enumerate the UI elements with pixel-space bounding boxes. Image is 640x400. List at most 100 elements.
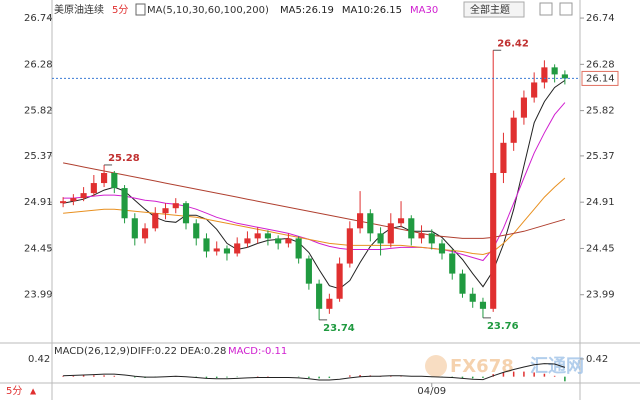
y-tick-label: 26.74 (586, 13, 615, 24)
candle-body (346, 228, 353, 264)
candle-body (561, 74, 568, 79)
candle-body (90, 183, 97, 194)
candle-body (264, 233, 271, 239)
candle-body (387, 223, 394, 244)
ma-line (63, 162, 566, 239)
candle-body (275, 238, 282, 244)
annotation: 26.42 (497, 38, 529, 49)
watermark-logo (425, 355, 447, 377)
candle-body (377, 233, 384, 244)
close-button[interactable] (559, 2, 573, 16)
candle-body (408, 218, 415, 239)
legend-entry: MA10:26.15 (342, 5, 402, 16)
annotation: 23.74 (323, 323, 355, 334)
y-tick-label: 24.45 (24, 243, 53, 254)
candle-body (428, 233, 435, 244)
candle-body (531, 82, 538, 98)
indicator: MA(5,10,30,60,100,200) (147, 5, 269, 16)
theme-button[interactable] (463, 1, 525, 18)
macd-tick-label: 0.42 (28, 354, 50, 365)
ma-line (63, 79, 566, 290)
candle-body (438, 243, 446, 254)
candle-body (490, 172, 497, 309)
candle-body (162, 208, 169, 214)
y-tick-label: 24.91 (24, 197, 53, 208)
candle-body (193, 223, 200, 239)
candle-body (397, 218, 405, 224)
last-price-box (581, 70, 619, 86)
candle-body (459, 273, 466, 294)
candle-body (80, 193, 87, 199)
y-tick-label: 23.99 (586, 290, 615, 301)
candle-body (244, 238, 251, 244)
candle-body (469, 293, 476, 302)
candle-body (254, 233, 261, 239)
watermark: 汇通网 (530, 356, 584, 377)
candle-body (141, 228, 149, 239)
candle-body (285, 238, 292, 244)
x-tick-label: 04/09 (417, 386, 446, 397)
y-tick-label: 24.45 (586, 243, 615, 254)
y-tick-label: 26.28 (586, 59, 615, 70)
legend-entry: MA30 (410, 5, 438, 16)
y-tick-label: 25.37 (586, 151, 615, 162)
candle-body (111, 172, 118, 189)
period-footer: 5分 (6, 385, 22, 397)
macd-diff-line (63, 363, 566, 381)
candle-body (172, 203, 179, 209)
macd-title: MACD(26,12,9) (54, 346, 130, 357)
candle-body (510, 117, 517, 143)
y-tick-label: 26.28 (24, 59, 53, 70)
candle-body (520, 97, 527, 118)
chart-title: 美原油连续 (54, 3, 104, 16)
annotation: 25.28 (108, 153, 140, 164)
macd-dea: DEA:0.28 (180, 346, 226, 357)
candle-body (305, 258, 312, 284)
candle-body (121, 188, 128, 219)
macd-tick-label: 0.42 (586, 354, 608, 365)
period: 5分 (112, 4, 128, 16)
candle-body (541, 67, 548, 83)
period-arrow[interactable]: ▲ (30, 387, 37, 396)
candle-body (449, 253, 456, 274)
y-tick-label: 26.74 (24, 13, 53, 24)
watermark: FX678 (450, 356, 514, 377)
candle-body (182, 203, 190, 224)
candle-body (367, 213, 374, 234)
candle-body (295, 238, 302, 259)
y-tick-label: 25.82 (24, 106, 53, 117)
candle-body (357, 213, 364, 229)
candle-body (131, 218, 138, 239)
ma-line (63, 102, 566, 262)
candle-body (213, 248, 220, 252)
y-tick-label: 25.82 (586, 106, 615, 117)
candle-body (234, 243, 241, 254)
theme-button-label[interactable]: 全部主题 (470, 3, 510, 16)
candle-body (326, 298, 333, 309)
settings-button[interactable] (539, 2, 553, 16)
y-tick-label: 25.37 (24, 151, 53, 162)
macd-diff: DIFF:0.22 (130, 346, 177, 357)
candle-body (418, 233, 425, 239)
ma-line (63, 177, 566, 256)
candle-body (336, 263, 343, 299)
candle-body (316, 283, 323, 309)
checkbox[interactable] (135, 3, 146, 16)
candle-body (203, 238, 210, 252)
candle-body (70, 198, 77, 202)
y-tick-label: 23.99 (24, 290, 53, 301)
candle-body (551, 67, 558, 75)
annotation: 23.76 (487, 321, 519, 332)
candle-body (60, 201, 67, 204)
y-tick-label: 24.91 (586, 197, 615, 208)
legend-entry: MA5:26.19 (280, 5, 334, 16)
candle-body (223, 248, 231, 254)
candle-body (101, 172, 108, 184)
macd-value: MACD:-0.11 (228, 346, 287, 357)
candle-body (152, 213, 159, 229)
candle-body (479, 301, 487, 309)
last-price-label: 26.14 (586, 73, 615, 84)
candle-body (500, 142, 507, 173)
